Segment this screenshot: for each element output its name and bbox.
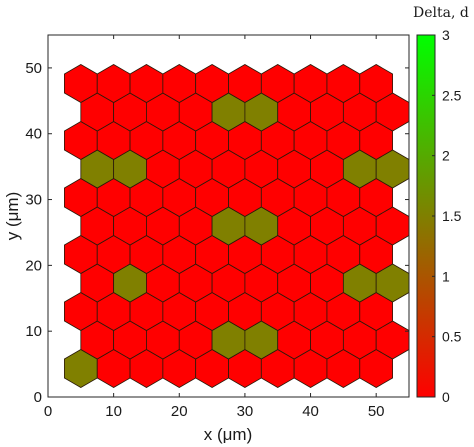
hex-cells	[64, 64, 409, 388]
y-tick-label: 40	[25, 126, 42, 143]
x-tick-label: 10	[105, 403, 122, 420]
colorbar-ticks: 0 0.5 1 1.5 2 2.5 3	[432, 27, 462, 405]
colorbar-tick-label: 2.5	[442, 87, 462, 103]
y-tick-label: 30	[25, 192, 42, 209]
x-tick-label: 20	[171, 403, 188, 420]
x-axis-ticks: 0 10 20 30 40 50	[44, 35, 385, 420]
colorbar-tick-label: 1	[442, 268, 450, 284]
y-tick-label: 50	[25, 60, 42, 77]
y-tick-label: 20	[25, 257, 42, 274]
x-tick-label: 30	[237, 403, 254, 420]
hex-cell	[359, 64, 393, 103]
colorbar-tick-label: 3	[442, 27, 450, 43]
y-tick-label: 10	[25, 323, 42, 340]
x-tick-label: 40	[302, 403, 319, 420]
colorbar-tick-label: 0.5	[442, 329, 462, 345]
colorbar-tick-label: 0	[442, 389, 450, 405]
x-tick-label: 50	[368, 403, 385, 420]
x-axis-label: x (μm)	[204, 425, 253, 444]
y-tick-label: 0	[34, 389, 42, 406]
colorbar-tick-label: 2	[442, 148, 450, 164]
plot-frame	[47, 34, 410, 398]
colorbar-title: Delta, d	[413, 5, 469, 21]
x-tick-label: 0	[44, 403, 52, 420]
y-axis-label: y (μm)	[3, 192, 22, 241]
colorbar-tick-label: 1.5	[442, 208, 462, 224]
y-axis-ticks: 0 10 20 30 40 50	[25, 60, 409, 406]
